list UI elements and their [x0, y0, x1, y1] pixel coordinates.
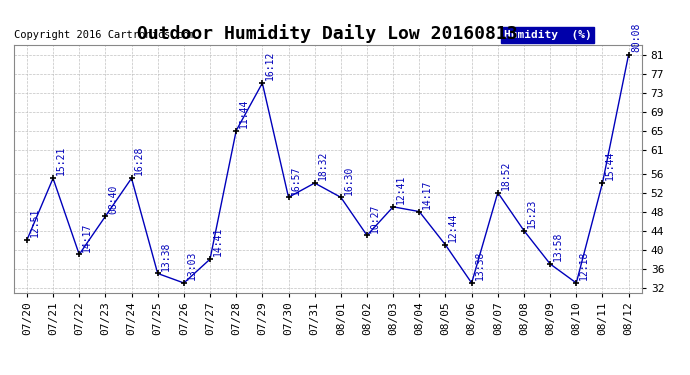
Text: 18:52: 18:52 [500, 160, 511, 190]
Title: Outdoor Humidity Daily Low 20160813: Outdoor Humidity Daily Low 20160813 [137, 24, 518, 44]
Text: 16:28: 16:28 [135, 146, 144, 176]
Text: 14:41: 14:41 [213, 227, 223, 256]
Text: 13:38: 13:38 [161, 241, 170, 271]
Text: 13:38: 13:38 [475, 251, 484, 280]
Text: 14:17: 14:17 [82, 222, 92, 252]
Text: 15:44: 15:44 [605, 151, 615, 180]
Text: 13:03: 13:03 [186, 251, 197, 280]
Text: 12:51: 12:51 [30, 208, 39, 237]
Text: 16:30: 16:30 [344, 165, 353, 195]
Text: Humidity  (%): Humidity (%) [504, 30, 591, 40]
Text: 14:17: 14:17 [422, 179, 432, 209]
Text: 18:32: 18:32 [317, 151, 328, 180]
Text: 12:41: 12:41 [396, 175, 406, 204]
Text: 08:40: 08:40 [108, 184, 118, 214]
Text: 16:57: 16:57 [291, 165, 302, 195]
Text: 11:44: 11:44 [239, 99, 249, 128]
Text: 12:18: 12:18 [579, 251, 589, 280]
Text: 80:08: 80:08 [631, 22, 642, 52]
Text: 15:21: 15:21 [56, 146, 66, 176]
Text: 16:12: 16:12 [265, 51, 275, 80]
Text: Copyright 2016 Cartronics.com: Copyright 2016 Cartronics.com [14, 30, 195, 40]
Text: 10:27: 10:27 [370, 203, 380, 232]
Text: 12:44: 12:44 [448, 213, 458, 242]
Text: 13:58: 13:58 [553, 232, 563, 261]
Text: 15:23: 15:23 [526, 198, 537, 228]
